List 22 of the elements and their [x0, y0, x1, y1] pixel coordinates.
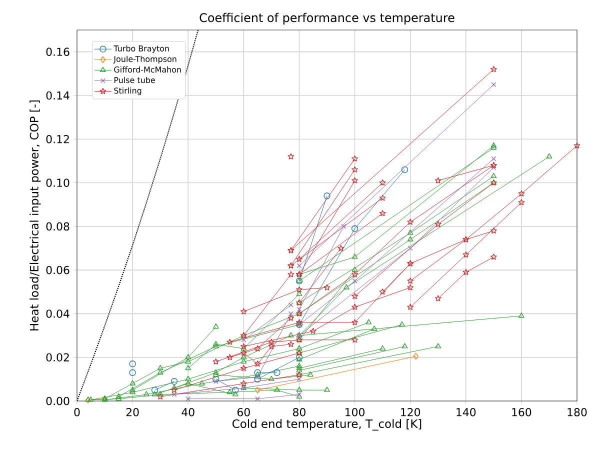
x-tick-label: 20: [126, 408, 139, 416]
x-tick-label: 180: [568, 408, 587, 416]
x-axis-title: Cold end temperature, T_cold [K]: [232, 419, 422, 431]
y-tick-label: 0.00: [46, 396, 70, 406]
chart-title: Coefficient of performance vs temperature: [200, 12, 454, 24]
x-tick-label: 60: [237, 408, 250, 416]
x-tick-label: 80: [293, 408, 306, 416]
y-tick-label: 0.06: [46, 266, 70, 274]
y-tick-label: 0.04: [46, 310, 70, 318]
y-axis-title: Heat load/Electrical input power, COP [-]: [30, 100, 41, 330]
x-tick-label: 40: [182, 408, 194, 416]
x-tick-label: 0: [74, 408, 80, 416]
y-tick-label: 0.08: [46, 222, 70, 231]
x-tick-label: 160: [512, 408, 532, 416]
x-tick-label: 140: [456, 408, 476, 416]
x-tick-label: 120: [401, 408, 420, 416]
y-tick-label: 0.02: [46, 353, 69, 362]
x-tick-label: 100: [346, 408, 364, 416]
y-tick-label: 0.10: [46, 178, 70, 187]
y-tick-label: 0.12: [46, 134, 69, 144]
y-tick-label: 0.14: [46, 91, 70, 100]
y-tick-label: 0.16: [46, 48, 70, 56]
